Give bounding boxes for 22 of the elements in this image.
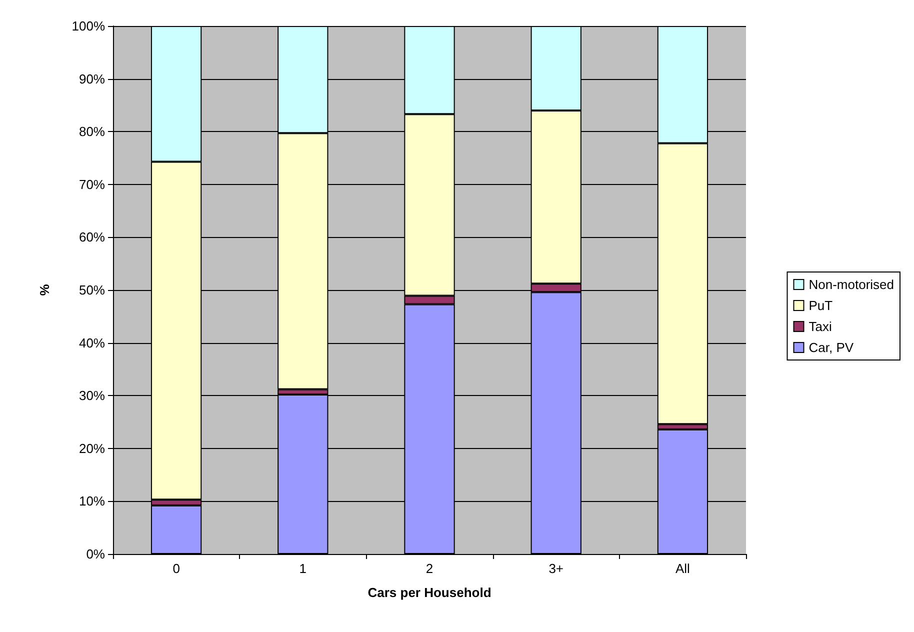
x-tick-label: 3+ [548, 561, 564, 576]
y-tick-label: 80% [78, 124, 106, 140]
x-axis-title: Cars per Household [368, 585, 492, 600]
y-tick-label: 70% [78, 176, 106, 192]
y-axis-title: % [37, 284, 52, 296]
x-tick-label: 2 [426, 561, 434, 576]
legend-label: PuT [808, 298, 833, 313]
legend-label: Taxi [808, 319, 832, 334]
y-tick-label: 60% [78, 230, 106, 245]
y-tick-label: 90% [78, 71, 106, 86]
y-tick-label: 0% [86, 546, 106, 562]
x-tick-label: All [675, 561, 690, 576]
y-tick-label: 30% [78, 388, 106, 404]
y-tick-label: 100% [72, 18, 106, 34]
x-tick-label: 0 [172, 561, 180, 576]
x-tick-label: 1 [299, 561, 307, 576]
legend-label: Non-motorised [808, 277, 894, 292]
y-tick-label: 40% [78, 335, 106, 350]
y-tick-label: 20% [78, 440, 106, 456]
y-tick-label: 50% [78, 282, 106, 298]
legend-label: Car, PV [808, 340, 854, 355]
y-tick-label: 10% [78, 494, 106, 509]
